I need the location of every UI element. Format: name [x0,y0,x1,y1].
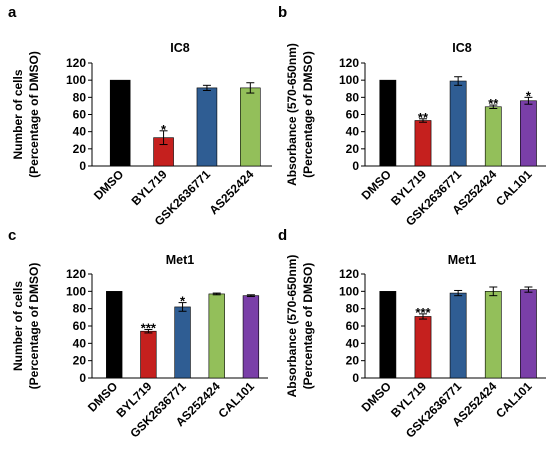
bar-dmso [109,79,131,167]
y-tick-label: 80 [346,90,360,104]
bar-byl719 [140,330,157,379]
chart-title: Met1 [448,253,477,267]
bar-cal101 [520,100,537,167]
bar-gsk2636771 [449,80,467,167]
y-tick-label: 40 [73,336,87,350]
y-tick-label: 60 [73,319,87,333]
bar-gsk2636771 [196,87,218,167]
significance-marker: *** [141,320,157,335]
bar-cal101 [520,289,537,379]
bar-dmso [106,291,123,379]
y-tick-label: 120 [66,56,86,70]
significance-marker: * [526,88,532,103]
y-tick-label: 40 [346,336,360,350]
y-tick-label: 20 [73,142,87,156]
chart-panel-a: a IC8 Number of cells (Percentage of DMSO) 0… [8,4,272,229]
bar-gsk2636771 [174,306,191,379]
y-tick-label: 80 [346,302,360,316]
y-tick-label: 60 [346,319,360,333]
y-tick-label: 0 [79,159,86,173]
x-tick-label: BYL719 [129,167,170,208]
x-tick-label: CAL101 [216,379,258,421]
chart-panel-d: d Met1 Absorbance (570-650nm) (Percentage o… [278,227,546,441]
panel-label: c [8,227,16,244]
y-tick-label: 80 [73,302,87,316]
y-tick-label: 100 [66,284,86,298]
x-tick-label: CAL101 [493,167,535,209]
y-tick-label: 20 [346,354,360,368]
y-tick-label: 40 [73,125,87,139]
significance-marker: ** [418,110,429,125]
y-tick-label: 0 [352,159,359,173]
y-tick-label: 20 [346,142,360,156]
y-tick-label: 80 [73,90,87,104]
y-axis-label: Absorbance (570-650nm) [285,43,299,186]
y-axis-label: (Percentage of DMSO) [27,263,41,390]
y-tick-label: 60 [346,108,360,122]
bar-byl719 [414,316,432,379]
y-tick-label: 20 [73,354,87,368]
bar-dmso [379,291,397,379]
y-axis-label: (Percentage of DMSO) [301,51,315,178]
y-tick-label: 120 [339,56,359,70]
y-axis-label: Number of cells [11,281,25,371]
x-tick-label: CAL101 [493,379,535,421]
significance-marker: ** [488,96,499,111]
panel-label: d [278,227,287,244]
y-axis-label: (Percentage of DMSO) [301,263,315,390]
chart-panel-c: c Met1 Number of cells (Percentage of DMSO)… [8,227,268,441]
chart-title: IC8 [452,41,472,55]
y-tick-label: 100 [339,284,359,298]
y-tick-label: 0 [352,371,359,385]
y-tick-label: 100 [339,73,359,87]
y-axis-label: Absorbance (570-650nm) [285,255,299,398]
y-tick-label: 60 [73,108,87,122]
significance-marker: * [161,122,167,137]
y-tick-label: 120 [66,267,86,281]
chart-panel-b: b IC8 Absorbance (570-650nm) (Percentage of… [278,4,546,229]
bar-as252424 [484,106,502,167]
bar-gsk2636771 [449,292,467,379]
x-tick-label: DMSO [91,167,126,202]
y-axis-label: (Percentage of DMSO) [27,51,41,178]
bar-as252424 [240,87,261,167]
y-tick-label: 120 [339,267,359,281]
y-axis-label: Number of cells [11,69,25,159]
bar-as252424 [208,293,225,379]
significance-marker: *** [415,305,431,320]
panel-label: b [278,4,287,21]
significance-marker: * [180,294,186,309]
panel-label: a [8,4,17,21]
y-tick-label: 0 [79,371,86,385]
x-tick-label: AS252424 [206,167,256,217]
y-tick-label: 40 [346,125,360,139]
bar-dmso [379,79,397,167]
bar-cal101 [242,295,260,379]
bar-as252424 [484,291,502,379]
chart-title: Met1 [166,253,195,267]
chart-title: IC8 [170,41,190,55]
bar-byl719 [414,120,432,167]
y-tick-label: 100 [66,73,86,87]
